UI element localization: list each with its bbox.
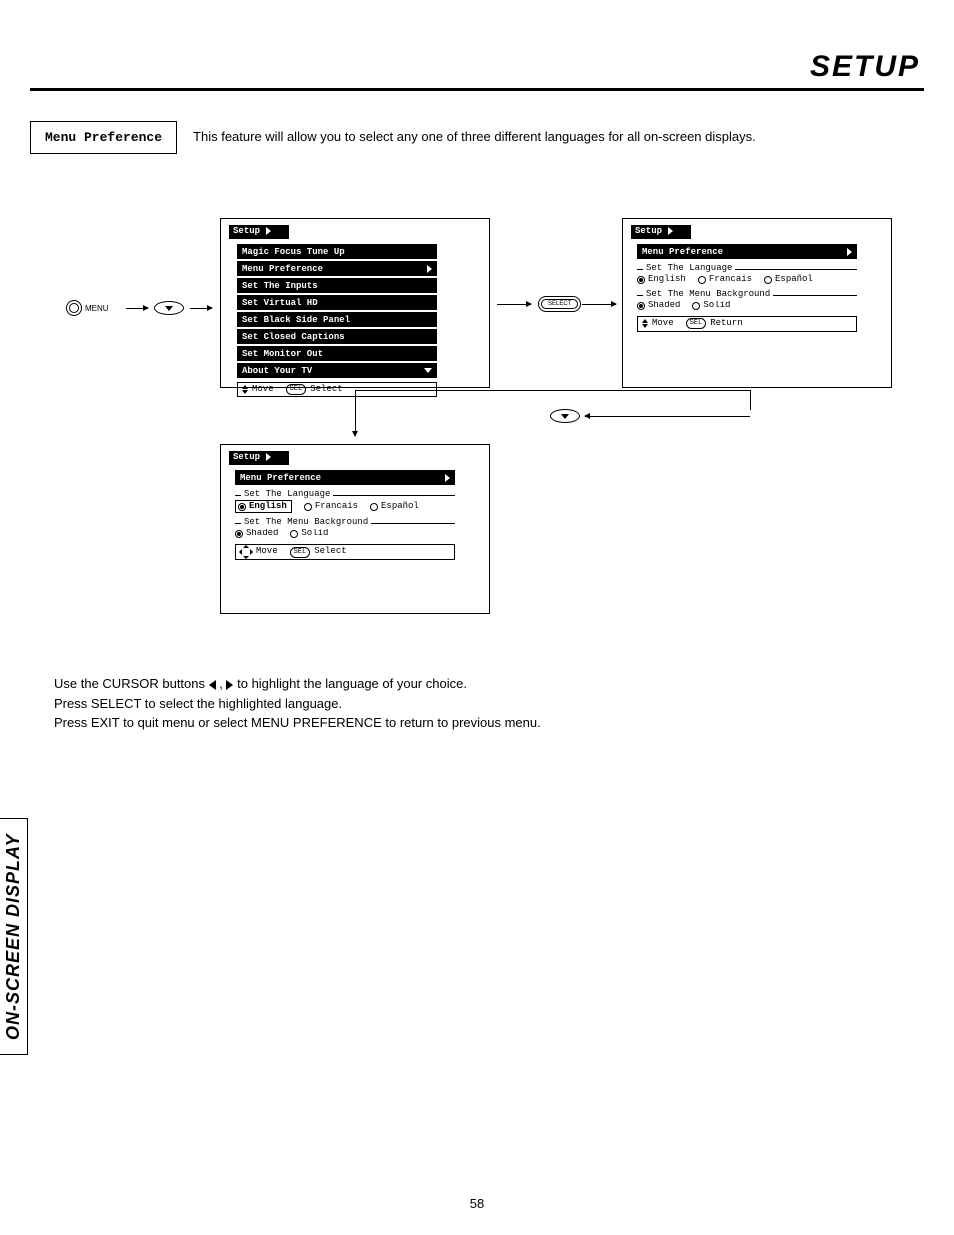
menu-button-icon: MENU bbox=[66, 300, 109, 316]
osd1-menu-item: Menu Preference bbox=[238, 262, 436, 275]
cursor-left-icon bbox=[209, 680, 216, 690]
osd-setup-menu: Setup Magic Focus Tune Up Menu Preference… bbox=[220, 218, 490, 388]
radio-option: Español bbox=[370, 500, 419, 514]
radio-option: English bbox=[637, 274, 686, 286]
cursor-right-icon bbox=[226, 680, 233, 690]
down-cursor-icon-2 bbox=[550, 409, 580, 423]
osd3-hint-move: Move bbox=[256, 546, 278, 558]
connector-v1 bbox=[750, 390, 751, 410]
osd2-bg-fieldset: Set The Menu Background bbox=[637, 295, 857, 296]
menu-button-label: MENU bbox=[85, 304, 109, 313]
osd2-lang-fieldset: Set The Language bbox=[637, 269, 857, 270]
radio-option: Solid bbox=[290, 528, 328, 540]
osd1-hint-move: Move bbox=[252, 384, 274, 396]
feature-description: This feature will allow you to select an… bbox=[193, 128, 756, 146]
radio-option: Shaded bbox=[235, 528, 278, 540]
osd-menu-preference-1: Setup Menu Preference Set The Language E… bbox=[622, 218, 892, 388]
instruction-text: Use the CURSOR buttons , to highlight th… bbox=[54, 674, 924, 733]
osd1-menu-item: Magic Focus Tune Up bbox=[238, 245, 436, 258]
sel-pill-icon: SEL bbox=[286, 384, 307, 395]
osd1-hint-select: Select bbox=[310, 384, 342, 396]
arrow-3 bbox=[497, 304, 531, 305]
osd3-crumb: Menu Preference bbox=[236, 471, 454, 484]
osd3-title: Setup bbox=[229, 451, 289, 465]
osd3-bg-fieldset: Set The Menu Background bbox=[235, 523, 455, 524]
page-header: SETUP bbox=[30, 50, 920, 84]
radio-option: Francais bbox=[698, 274, 752, 286]
osd1-menu-item: Set Closed Captions bbox=[238, 330, 436, 343]
sel-pill-icon-3: SEL bbox=[290, 547, 311, 558]
radio-option: Español bbox=[764, 274, 813, 286]
header-rule bbox=[30, 88, 924, 91]
flow-diagram: MENU Setup Magic Focus Tune Up Menu Prefe… bbox=[30, 204, 924, 654]
osd3-lang-fieldset: Set The Language bbox=[235, 495, 455, 496]
radio-option: English bbox=[235, 500, 292, 514]
osd1-menu-item: About Your TV bbox=[238, 364, 436, 377]
radio-option: Solid bbox=[692, 300, 730, 312]
osd1-title: Setup bbox=[229, 225, 289, 239]
arrow-2 bbox=[190, 308, 212, 309]
osd1-menu-item: Set Virtual HD bbox=[238, 296, 436, 309]
osd2-crumb: Menu Preference bbox=[638, 245, 856, 258]
sel-pill-icon-2: SEL bbox=[686, 318, 707, 329]
osd2-hint-return: Return bbox=[710, 318, 742, 330]
arrow-4 bbox=[582, 304, 616, 305]
osd2-hint-bar: Move SEL Return bbox=[637, 316, 857, 332]
down-cursor-icon-1 bbox=[154, 301, 184, 315]
page-number: 58 bbox=[0, 1196, 954, 1211]
radio-option: Shaded bbox=[637, 300, 680, 312]
osd3-hint-select: Select bbox=[314, 546, 346, 558]
osd-menu-preference-2: Setup Menu Preference Set The Language E… bbox=[220, 444, 490, 614]
osd2-hint-move: Move bbox=[652, 318, 674, 330]
arrow-1 bbox=[126, 308, 148, 309]
radio-option: Francais bbox=[304, 500, 358, 514]
select-button-icon: SELECT bbox=[538, 296, 581, 312]
osd1-menu-item: Set Black Side Panel bbox=[238, 313, 436, 326]
connector-h bbox=[355, 390, 750, 391]
arrow-6 bbox=[355, 390, 356, 436]
osd1-menu-item: Set The Inputs bbox=[238, 279, 436, 292]
osd1-menu-item: Set Monitor Out bbox=[238, 347, 436, 360]
arrow-5 bbox=[585, 416, 750, 417]
osd2-title: Setup bbox=[631, 225, 691, 239]
side-tab: ON-SCREEN DISPLAY bbox=[0, 818, 28, 1055]
feature-label-box: Menu Preference bbox=[30, 121, 177, 154]
osd3-hint-bar: Move SEL Select bbox=[235, 544, 455, 560]
